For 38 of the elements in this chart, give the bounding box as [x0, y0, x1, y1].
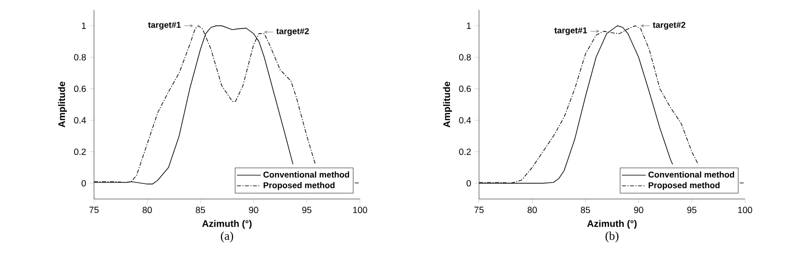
- y-axis-title: Amplitude: [443, 82, 452, 128]
- y-tick-label: 0.6: [74, 86, 86, 92]
- annotation: target#1: [148, 22, 181, 30]
- x-axis-title: Azimuth (°): [587, 220, 637, 229]
- legend-label: Conventional method: [263, 171, 350, 178]
- x-tick-label: 80: [142, 206, 152, 214]
- y-tick-label: 0.6: [459, 86, 471, 92]
- x-tick-label: 90: [634, 206, 644, 214]
- y-axis-title: Amplitude: [58, 82, 67, 128]
- text: (a): [220, 232, 234, 242]
- y-tick-label: 1: [466, 22, 471, 29]
- x-tick-label: 85: [196, 206, 206, 214]
- y-tick-label: 0: [466, 180, 471, 186]
- x-tick-label: 75: [474, 206, 484, 214]
- y-tick-label: 0.8: [459, 54, 471, 60]
- x-tick-label: 90: [249, 206, 258, 214]
- x-tick-label: 100: [353, 206, 368, 214]
- legend-label: Proposed method: [264, 182, 335, 190]
- y-tick-label: 0.4: [459, 117, 471, 124]
- annotation: target#2: [652, 22, 686, 30]
- y-tick-label: 0.2: [74, 148, 86, 155]
- x-tick-label: 95: [302, 206, 312, 214]
- x-axis-title: Azimuth (°): [202, 220, 252, 229]
- x-tick-label: 95: [687, 206, 696, 214]
- x-tick-label: 80: [528, 206, 537, 214]
- y-tick-label: 0.2: [459, 148, 471, 155]
- text: (b): [606, 232, 618, 242]
- y-tick-label: 0: [82, 180, 86, 186]
- x-tick-label: 85: [580, 206, 590, 214]
- x-tick-label: 100: [738, 206, 752, 214]
- y-tick-label: 1: [82, 22, 86, 29]
- legend-label: Proposed method: [648, 182, 720, 190]
- y-tick-label: 0.8: [74, 54, 86, 60]
- annotation: target#1: [554, 27, 587, 36]
- legend-label: Conventional method: [648, 171, 734, 178]
- annotation: target#2: [276, 28, 309, 36]
- y-tick-label: 0.4: [74, 117, 86, 124]
- x-tick-label: 75: [89, 206, 99, 214]
